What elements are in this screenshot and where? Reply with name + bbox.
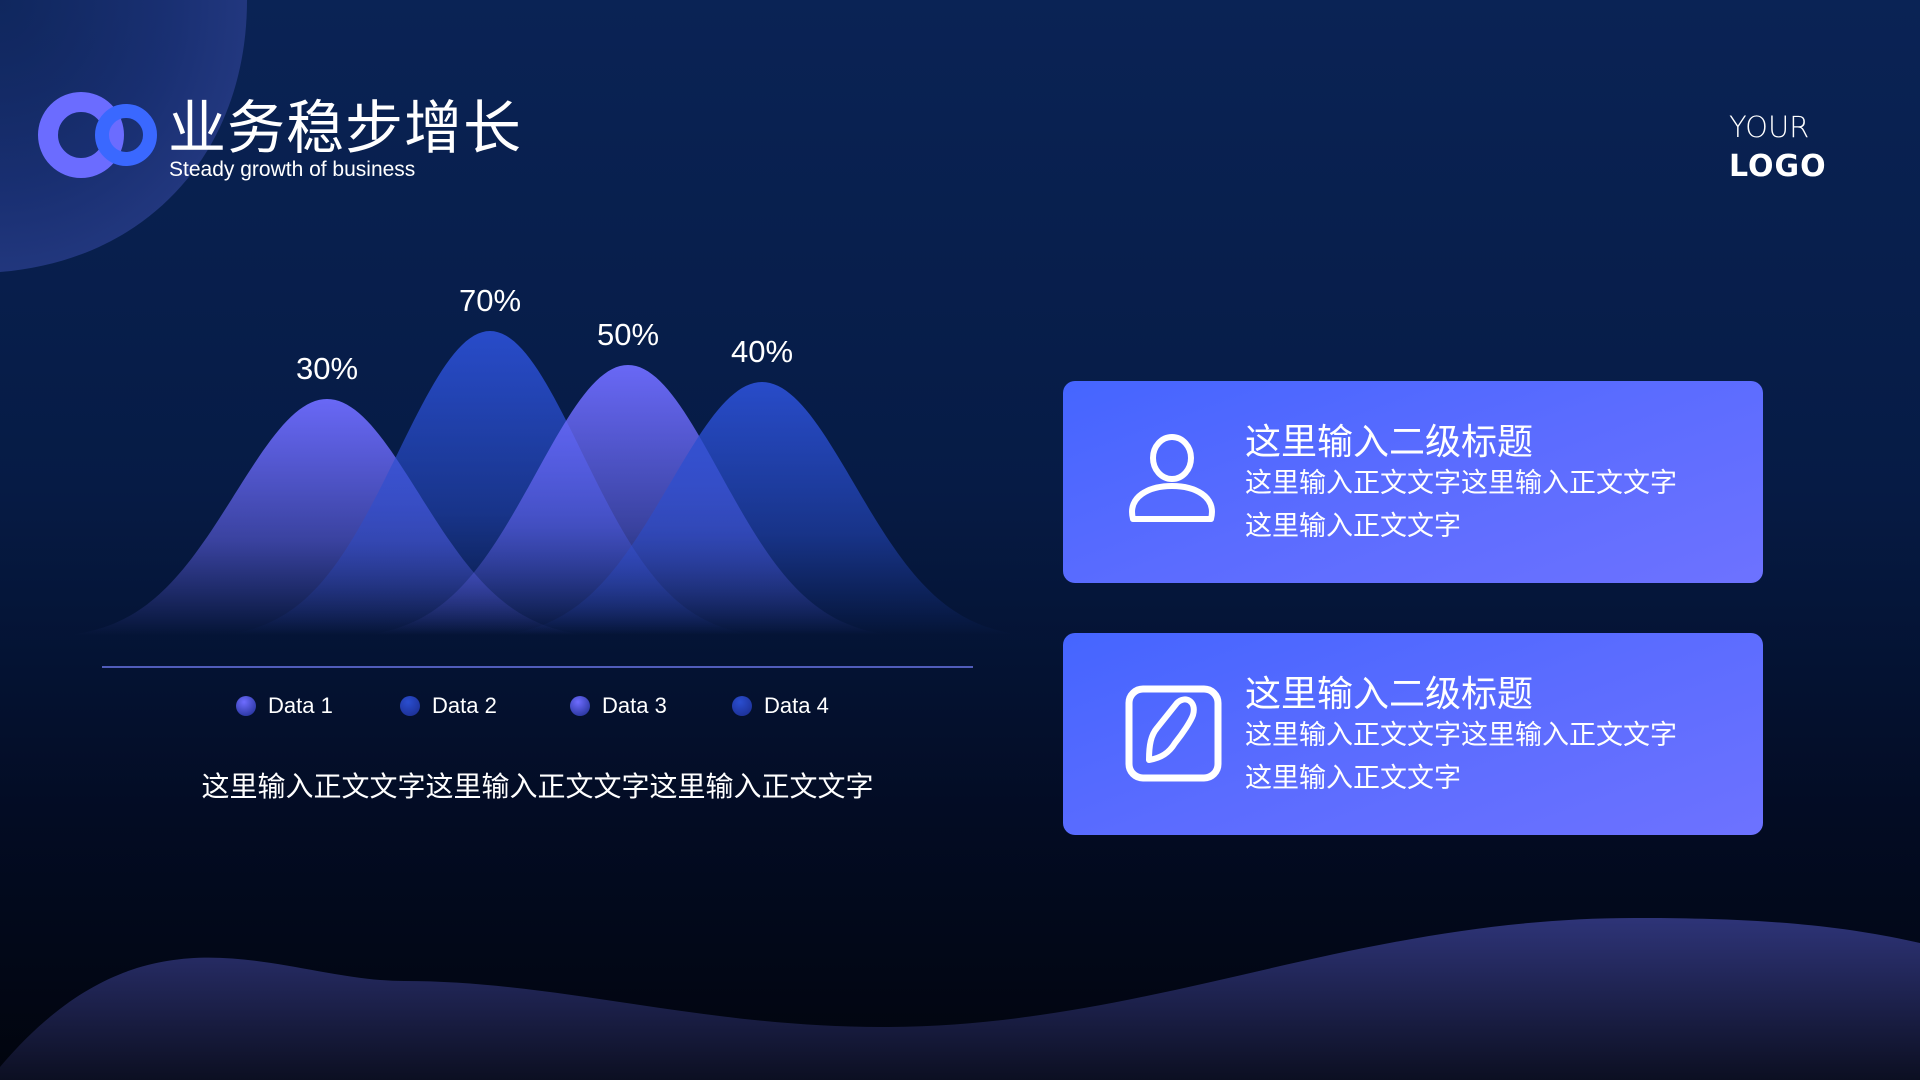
legend-label: Data 4	[764, 693, 829, 718]
page-subtitle: Steady growth of business	[169, 158, 416, 181]
user-icon	[1129, 434, 1215, 522]
data-label: 30%	[295, 351, 359, 386]
legend-label: Data 3	[602, 693, 667, 718]
legend-label: Data 1	[268, 693, 333, 718]
chart-caption: 这里输入正文文字这里输入正文文字这里输入正文文字	[201, 770, 874, 803]
brand-logo-line2: LOGO	[1729, 149, 1827, 184]
legend-dot-icon	[732, 696, 752, 716]
edit-icon	[1125, 685, 1222, 782]
legend-item: Data 4	[732, 693, 829, 719]
page-title: 业务稳步增长	[168, 94, 523, 162]
info-card-2: 这里输入二级标题 这里输入正文文字这里输入正文文字 这里输入正文文字	[1063, 633, 1763, 835]
legend-dot-icon	[570, 696, 590, 716]
card-body-line2: 这里输入正文文字	[1245, 763, 1461, 794]
legend-label: Data 2	[432, 693, 497, 718]
logo-rings-icon	[38, 92, 157, 178]
legend-item: Data 2	[400, 693, 497, 719]
card-body-line1: 这里输入正文文字这里输入正文文字	[1245, 468, 1677, 499]
card-body-line1: 这里输入正文文字这里输入正文文字	[1245, 720, 1677, 751]
card-title: 这里输入二级标题	[1245, 674, 1534, 715]
data-label: 50%	[596, 317, 660, 352]
card-body-line2: 这里输入正文文字	[1245, 511, 1461, 542]
info-card-1: 这里输入二级标题 这里输入正文文字这里输入正文文字 这里输入正文文字	[1063, 381, 1763, 583]
data-label: 40%	[730, 334, 794, 369]
legend-item: Data 3	[570, 693, 667, 719]
bottom-wave	[0, 918, 1920, 1080]
card-title: 这里输入二级标题	[1245, 422, 1534, 463]
brand-logo-line1: YOUR	[1729, 110, 1810, 144]
bell-series-4	[502, 382, 1022, 636]
data-label: 70%	[458, 283, 522, 318]
legend-dot-icon	[400, 696, 420, 716]
legend-item: Data 1	[236, 693, 333, 719]
legend-dot-icon	[236, 696, 256, 716]
bell-chart	[67, 331, 1022, 668]
